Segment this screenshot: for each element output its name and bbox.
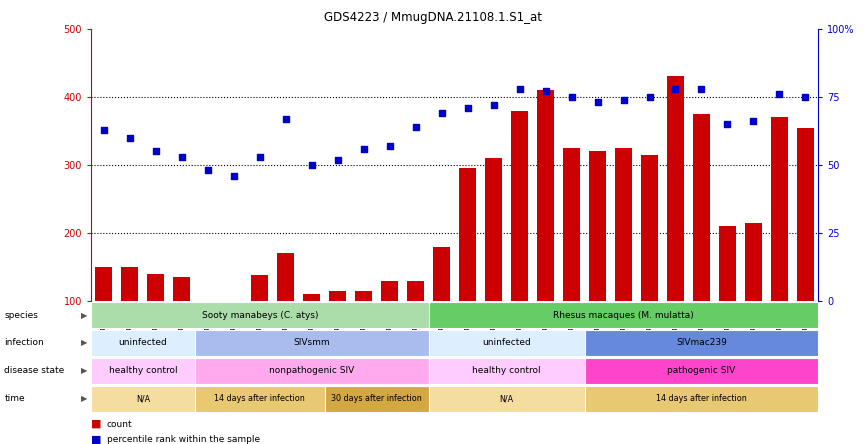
Text: N/A: N/A [136, 394, 150, 404]
Bar [615, 148, 632, 301]
Point [669, 85, 682, 92]
Point [746, 118, 760, 125]
Point [123, 134, 137, 141]
Point [175, 153, 189, 160]
Bar [429, 329, 585, 357]
Bar [325, 385, 429, 412]
Text: 14 days after infection: 14 days after infection [656, 394, 746, 404]
Text: disease state: disease state [4, 366, 65, 376]
Text: ■: ■ [91, 419, 101, 429]
Bar [745, 223, 762, 301]
Bar [641, 155, 658, 301]
Text: Rhesus macaques (M. mulatta): Rhesus macaques (M. mulatta) [553, 310, 694, 320]
Bar [797, 127, 814, 301]
Point [149, 148, 163, 155]
Text: ▶: ▶ [81, 366, 87, 376]
Bar [381, 281, 398, 301]
Text: healthy control: healthy control [472, 366, 541, 376]
Point [409, 123, 423, 131]
Text: uninfected: uninfected [119, 338, 167, 348]
Point [461, 104, 475, 111]
Bar [95, 267, 113, 301]
Text: infection: infection [4, 338, 44, 348]
Point [539, 88, 553, 95]
Bar [355, 291, 372, 301]
Text: nonpathogenic SIV: nonpathogenic SIV [269, 366, 354, 376]
Bar [511, 111, 528, 301]
Text: time: time [4, 394, 25, 404]
Bar [195, 329, 429, 357]
Bar [585, 329, 818, 357]
Bar [771, 117, 788, 301]
Bar [91, 329, 195, 357]
Text: ▶: ▶ [81, 310, 87, 320]
Text: uninfected: uninfected [482, 338, 531, 348]
Text: healthy control: healthy control [108, 366, 178, 376]
Point [227, 172, 241, 179]
Text: SIVsmm: SIVsmm [294, 338, 330, 348]
Bar [719, 226, 736, 301]
Text: ■: ■ [91, 435, 101, 444]
Point [357, 145, 371, 152]
Bar [585, 385, 818, 412]
Bar [277, 254, 294, 301]
Bar [429, 357, 585, 385]
Bar [667, 76, 684, 301]
Point [487, 102, 501, 109]
Text: ▶: ▶ [81, 338, 87, 348]
Text: Sooty manabeys (C. atys): Sooty manabeys (C. atys) [202, 310, 318, 320]
Bar [563, 148, 580, 301]
Point [513, 85, 527, 92]
Text: count: count [107, 420, 132, 428]
Point [617, 96, 630, 103]
Text: species: species [4, 310, 38, 320]
Point [643, 93, 656, 100]
Bar [91, 301, 429, 329]
Point [279, 115, 293, 122]
Point [253, 153, 267, 160]
Bar [195, 357, 429, 385]
Bar [589, 151, 606, 301]
Bar [693, 114, 710, 301]
Bar [485, 158, 502, 301]
Text: GDS4223 / MmugDNA.21108.1.S1_at: GDS4223 / MmugDNA.21108.1.S1_at [324, 11, 542, 24]
Bar [91, 357, 195, 385]
Point [331, 156, 345, 163]
Text: 14 days after infection: 14 days after infection [215, 394, 305, 404]
Bar [537, 90, 554, 301]
Bar [407, 281, 424, 301]
Point [97, 126, 111, 133]
Bar [173, 277, 191, 301]
Text: 30 days after infection: 30 days after infection [332, 394, 422, 404]
Point [772, 91, 786, 98]
Bar [303, 294, 320, 301]
Point [591, 99, 604, 106]
Bar [459, 168, 476, 301]
Point [565, 93, 578, 100]
Point [695, 85, 708, 92]
Bar [91, 385, 195, 412]
Text: percentile rank within the sample: percentile rank within the sample [107, 435, 260, 444]
Point [435, 110, 449, 117]
Bar [121, 267, 139, 301]
Point [798, 93, 812, 100]
Bar [433, 246, 450, 301]
Bar [429, 301, 818, 329]
Bar [251, 275, 268, 301]
Text: pathogenic SIV: pathogenic SIV [668, 366, 735, 376]
Point [721, 121, 734, 128]
Text: SIVmac239: SIVmac239 [676, 338, 727, 348]
Point [383, 143, 397, 150]
Text: ▶: ▶ [81, 394, 87, 404]
Bar [147, 274, 165, 301]
Bar [429, 385, 585, 412]
Bar [329, 291, 346, 301]
Text: N/A: N/A [500, 394, 514, 404]
Point [201, 167, 215, 174]
Bar [195, 385, 325, 412]
Point [305, 162, 319, 169]
Bar [585, 357, 818, 385]
